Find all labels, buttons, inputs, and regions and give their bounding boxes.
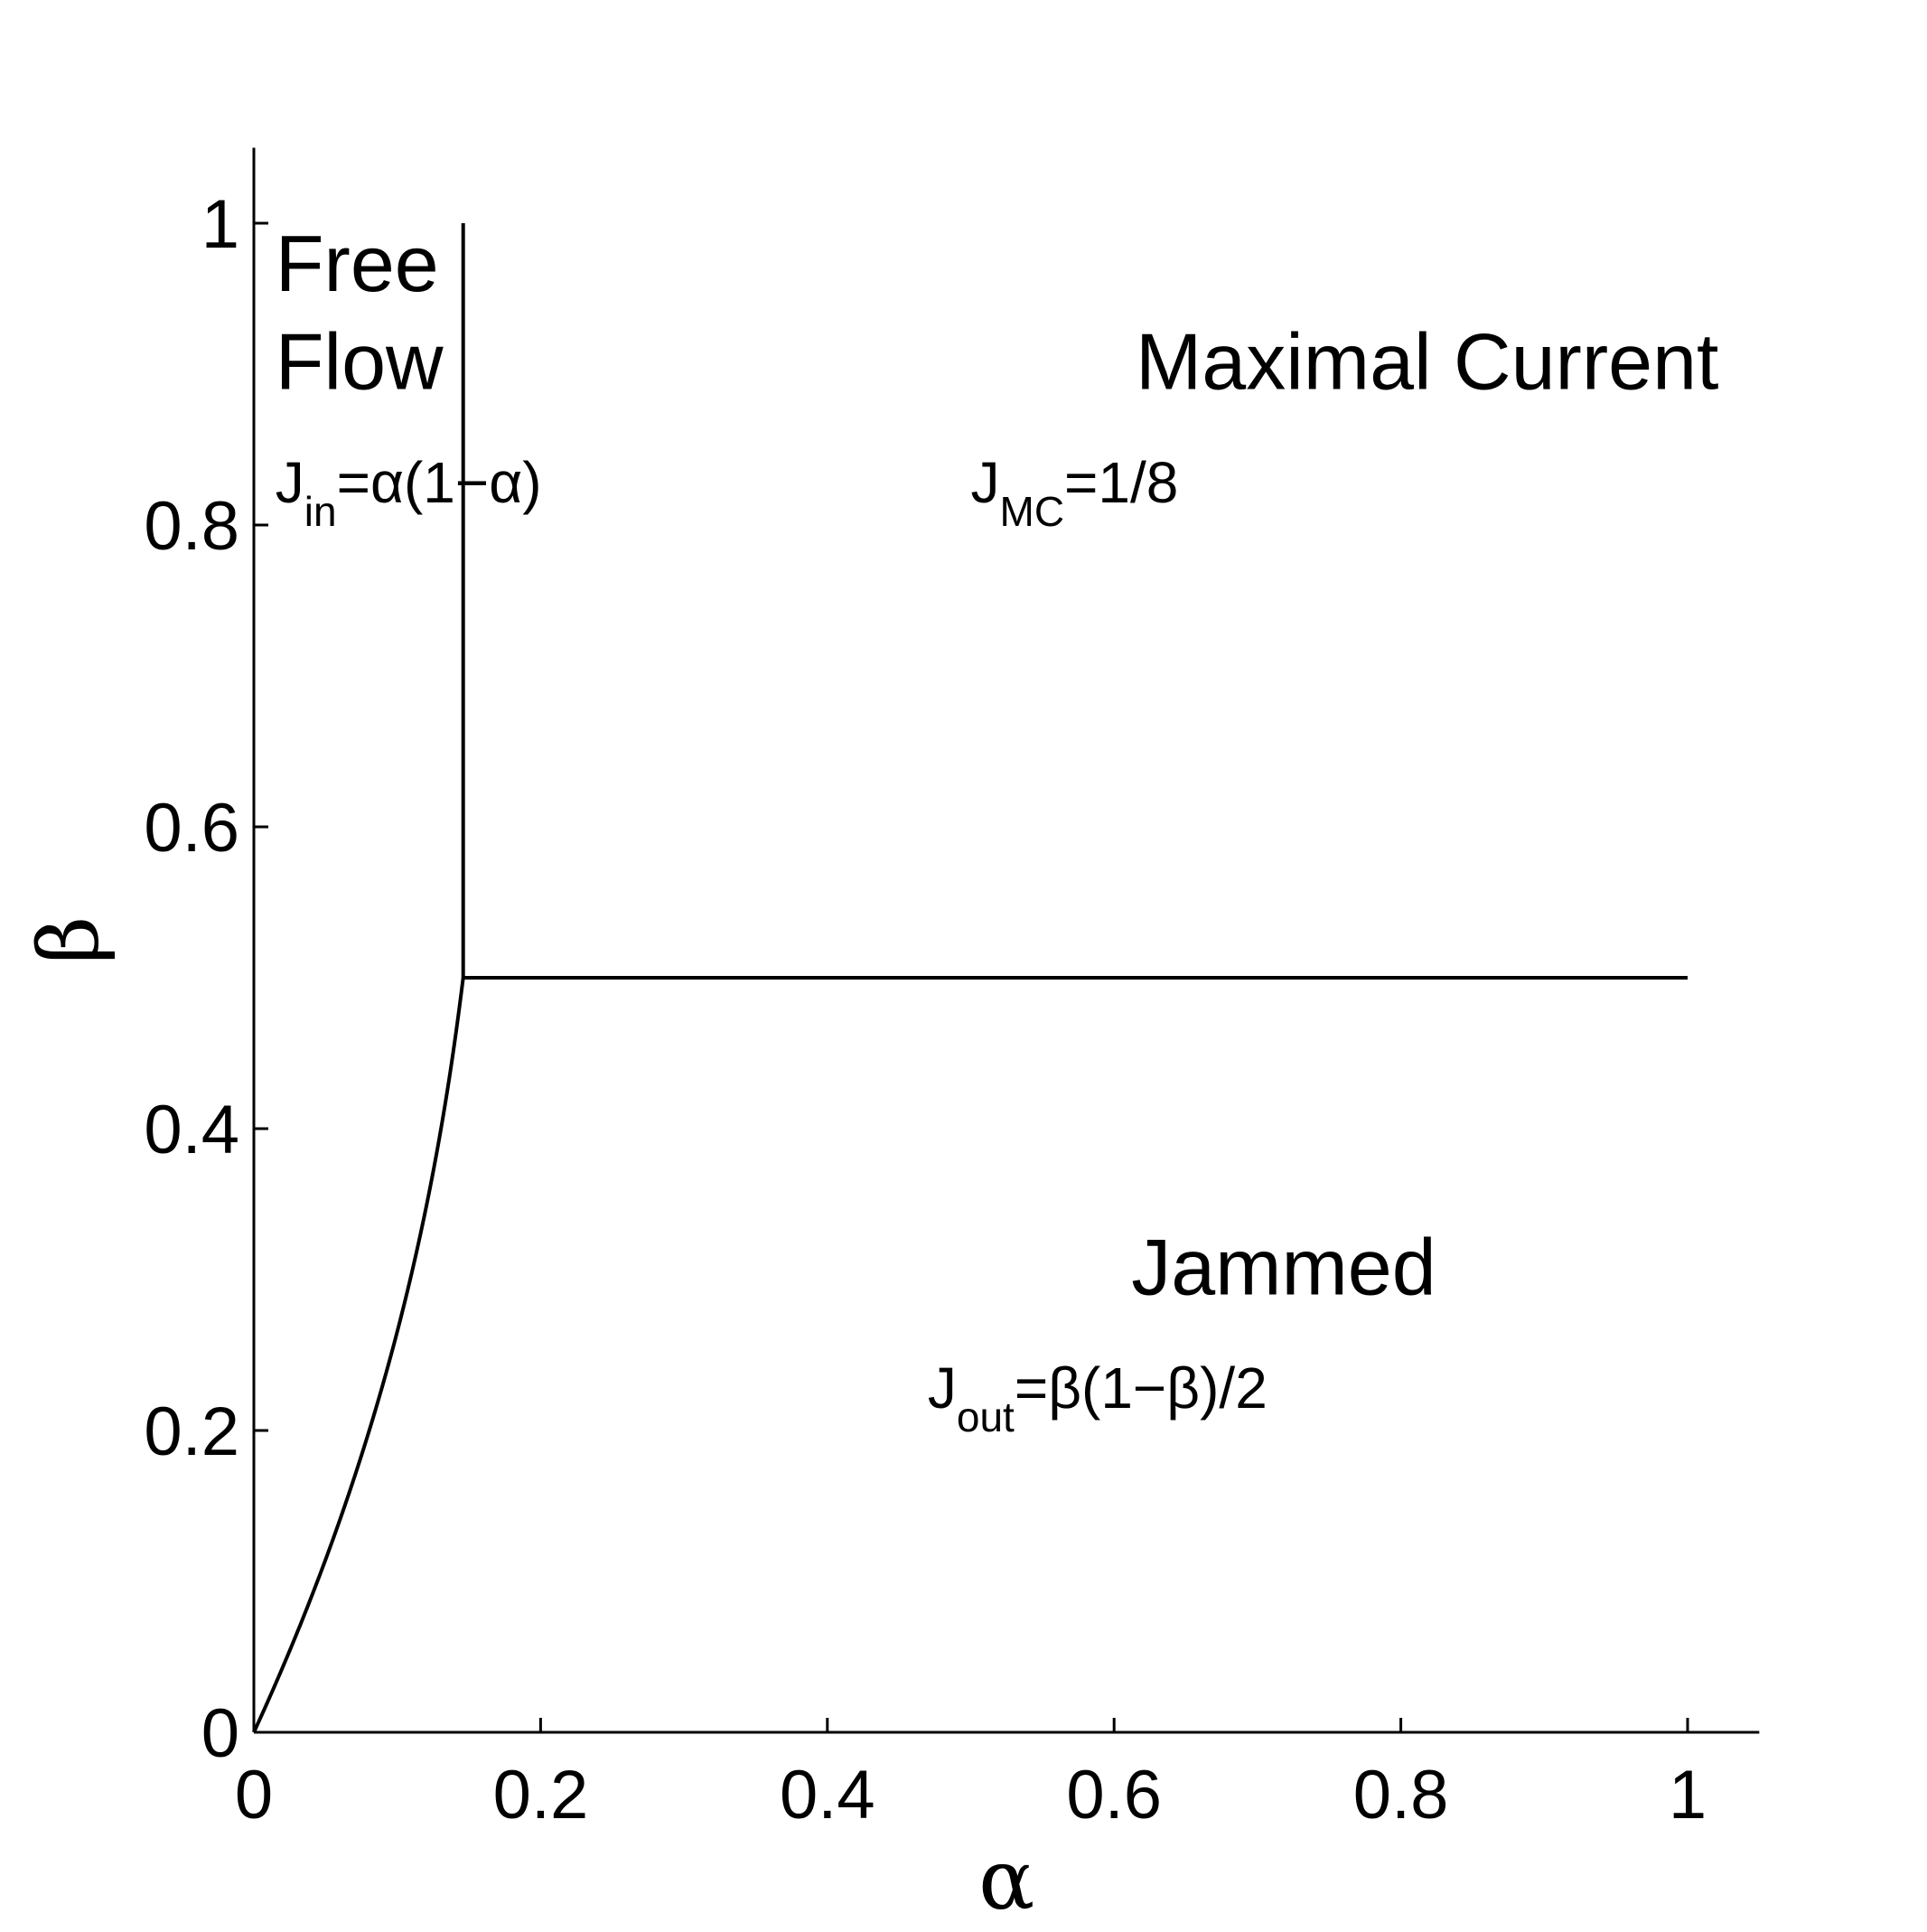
current-formula: Jin=α(1−α) xyxy=(276,450,542,535)
y-tick-label: 0.6 xyxy=(144,790,239,867)
x-tick-label: 0.4 xyxy=(780,1757,875,1834)
region-label: Free xyxy=(276,219,439,308)
x-tick-label: 0.2 xyxy=(493,1757,589,1834)
y-tick-label: 0.4 xyxy=(144,1092,239,1168)
region-label: Jammed xyxy=(1131,1223,1436,1312)
axes: 0 0.2 0.4 0.6 0.8 1 0 0.2 0.4 0.6 0.8 1 xyxy=(144,147,1760,1834)
y-tick-label: 1 xyxy=(201,186,239,263)
x-tick-label: 0 xyxy=(235,1757,273,1834)
x-tick-label: 0.6 xyxy=(1066,1757,1162,1834)
free-flow-jammed-boundary xyxy=(252,977,465,1733)
x-axis-title: α xyxy=(978,1832,1034,1928)
x-tick-label: 0.8 xyxy=(1353,1757,1449,1834)
region-label: Maximal Current xyxy=(1136,317,1718,407)
phase-boundaries xyxy=(252,223,1688,1733)
current-formula: Jout=β(1−β)/2 xyxy=(928,1355,1268,1440)
y-tick-label: 0.2 xyxy=(144,1393,239,1470)
region-annotations: Free Flow Maximal Current Jammed Jin=α(1−α) J… xyxy=(276,219,1719,1440)
current-formula: JMC=1/8 xyxy=(971,450,1179,535)
region-label: Flow xyxy=(276,317,444,407)
y-axis-title: β xyxy=(21,916,117,964)
y-tick-label: 0.8 xyxy=(144,488,239,565)
y-tick-label: 0 xyxy=(201,1695,239,1772)
x-tick-label: 1 xyxy=(1669,1757,1707,1834)
